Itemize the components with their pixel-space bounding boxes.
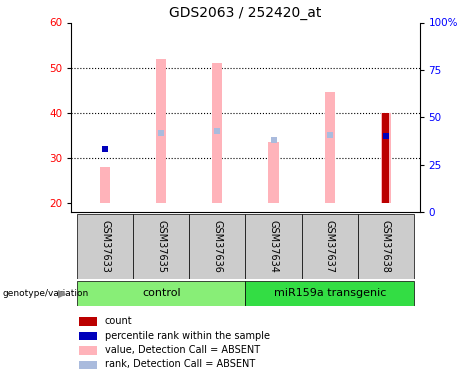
Text: rank, Detection Call = ABSENT: rank, Detection Call = ABSENT bbox=[105, 360, 255, 369]
Text: count: count bbox=[105, 316, 132, 326]
Bar bbox=[358, 214, 414, 279]
Bar bbox=[77, 214, 133, 279]
Bar bbox=[100, 167, 110, 203]
Text: miR159a transgenic: miR159a transgenic bbox=[273, 288, 386, 298]
Bar bbox=[133, 214, 189, 279]
Text: ▶: ▶ bbox=[58, 288, 66, 298]
Title: GDS2063 / 252420_at: GDS2063 / 252420_at bbox=[169, 6, 322, 20]
Text: value, Detection Call = ABSENT: value, Detection Call = ABSENT bbox=[105, 345, 260, 355]
Text: GSM37633: GSM37633 bbox=[100, 220, 110, 273]
Bar bbox=[189, 214, 245, 279]
Bar bbox=[77, 281, 246, 306]
Text: GSM37635: GSM37635 bbox=[156, 220, 166, 273]
Bar bbox=[381, 112, 391, 203]
Bar bbox=[245, 281, 414, 306]
Text: percentile rank within the sample: percentile rank within the sample bbox=[105, 331, 270, 340]
Bar bbox=[301, 214, 358, 279]
Bar bbox=[79, 332, 97, 340]
Text: GSM37636: GSM37636 bbox=[213, 220, 222, 273]
Bar bbox=[382, 112, 390, 203]
Bar bbox=[325, 92, 335, 203]
Bar bbox=[156, 58, 166, 203]
Text: GSM37634: GSM37634 bbox=[269, 220, 278, 273]
Bar bbox=[79, 361, 97, 369]
Bar bbox=[213, 63, 223, 203]
Bar bbox=[245, 214, 301, 279]
Text: GSM37638: GSM37638 bbox=[381, 220, 391, 273]
Bar bbox=[268, 142, 278, 203]
Text: GSM37637: GSM37637 bbox=[325, 220, 335, 273]
Bar bbox=[79, 317, 97, 326]
Bar bbox=[79, 346, 97, 355]
Text: control: control bbox=[142, 288, 181, 298]
Text: genotype/variation: genotype/variation bbox=[2, 289, 89, 298]
